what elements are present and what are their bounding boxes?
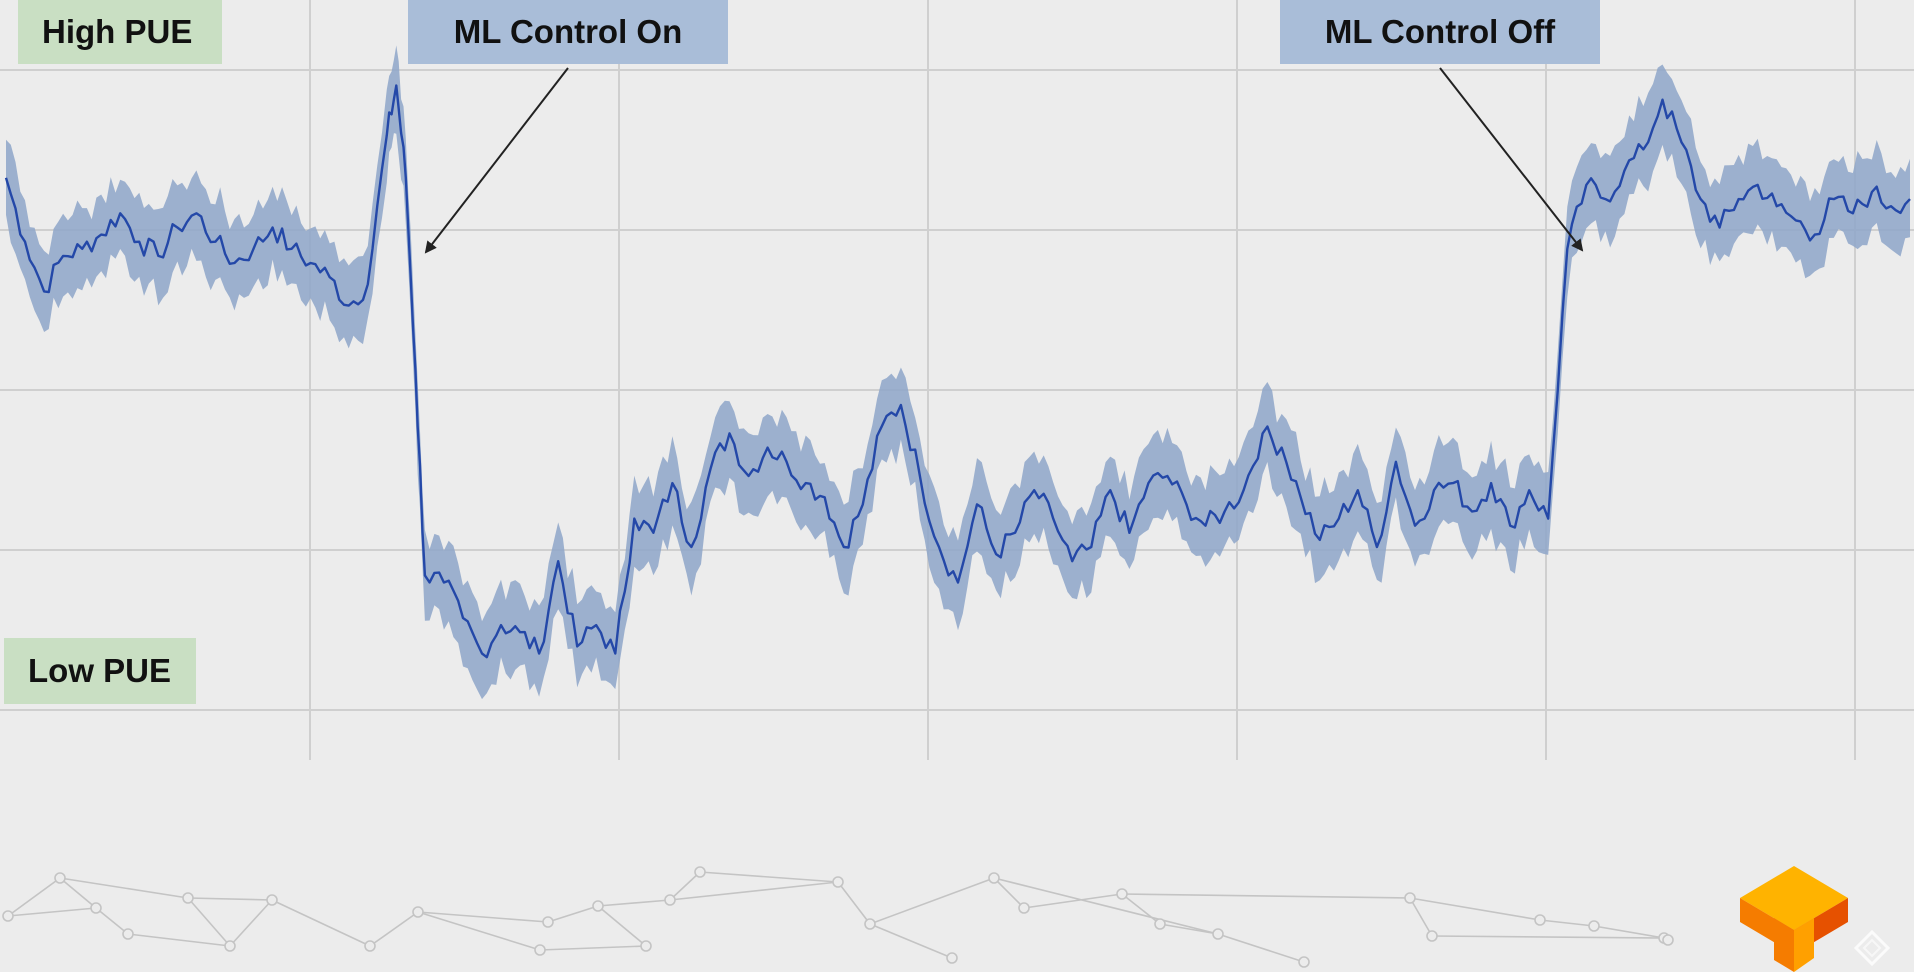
network-edge: [1121, 893, 1411, 899]
network-edge: [7, 877, 61, 917]
network-node: [694, 866, 706, 878]
network-edge: [869, 877, 995, 925]
network-edge: [187, 897, 231, 947]
network-node: [1534, 914, 1546, 926]
network-node: [534, 944, 546, 956]
network-edge: [229, 899, 273, 947]
network-edge: [187, 897, 273, 901]
confidence-band: [6, 45, 1910, 700]
network-edge: [669, 881, 839, 901]
network-node: [988, 872, 1000, 884]
network-node: [54, 872, 66, 884]
network-node: [266, 894, 278, 906]
network-node: [1588, 920, 1600, 932]
network-node: [542, 916, 554, 928]
network-node: [946, 952, 958, 964]
network-edge: [597, 905, 647, 947]
network-edge: [271, 899, 371, 947]
series-line-pue: [4, 84, 1911, 659]
network-edge: [699, 871, 839, 883]
network-node: [182, 892, 194, 904]
network-edge: [7, 907, 97, 917]
network-edge: [837, 881, 871, 925]
network-node: [364, 940, 376, 952]
network-edge: [547, 905, 599, 923]
network-edge: [669, 871, 701, 901]
network-node: [224, 940, 236, 952]
network-node: [122, 928, 134, 940]
grid-lines: [0, 0, 1914, 760]
network-node: [90, 902, 102, 914]
network-edge: [417, 911, 541, 951]
network-edge: [95, 907, 129, 935]
network-edge: [1023, 893, 1123, 909]
ml-on-arrow: [424, 67, 569, 254]
network-node: [1154, 918, 1166, 930]
network-edge: [869, 923, 953, 959]
high-pue-label: High PUE: [18, 0, 222, 64]
network-edge: [1593, 925, 1665, 939]
network-node: [1404, 892, 1416, 904]
network-edge: [1431, 935, 1665, 939]
network-decoration: [2, 866, 1674, 968]
low-pue-label: Low PUE: [4, 638, 196, 704]
network-node: [412, 906, 424, 918]
network-edge: [1409, 897, 1433, 937]
network-edge: [1121, 893, 1161, 925]
ml-control-on-label: ML Control On: [408, 0, 728, 64]
network-edge: [539, 945, 647, 951]
network-edge: [993, 877, 1219, 935]
network-node: [832, 876, 844, 888]
pue-series-line: [4, 84, 1911, 659]
network-edge: [369, 911, 419, 947]
network-node: [864, 918, 876, 930]
network-edge: [127, 933, 231, 947]
network-node: [664, 894, 676, 906]
ml-off-arrow: [1439, 67, 1584, 252]
network-node: [640, 940, 652, 952]
network-edge: [59, 877, 189, 899]
ml-control-off-label: ML Control Off: [1280, 0, 1600, 64]
network-node: [2, 910, 14, 922]
network-node: [1426, 930, 1438, 942]
network-edge: [597, 899, 671, 907]
network-edge: [1217, 933, 1305, 963]
network-node: [1116, 888, 1128, 900]
network-edge: [59, 877, 97, 909]
network-node: [1298, 956, 1310, 968]
network-node: [1212, 928, 1224, 940]
network-edge: [993, 877, 1025, 909]
diamond-outline-icon: [1853, 929, 1891, 967]
tensorflow-logo-icon: [1740, 866, 1848, 972]
network-edge: [417, 911, 549, 923]
network-node: [1018, 902, 1030, 914]
network-node: [1662, 934, 1674, 946]
network-node: [592, 900, 604, 912]
confidence-band-area: [6, 45, 1910, 700]
network-edge: [1539, 919, 1595, 927]
network-edge: [1409, 897, 1541, 921]
annotation-arrows: [424, 67, 1584, 254]
